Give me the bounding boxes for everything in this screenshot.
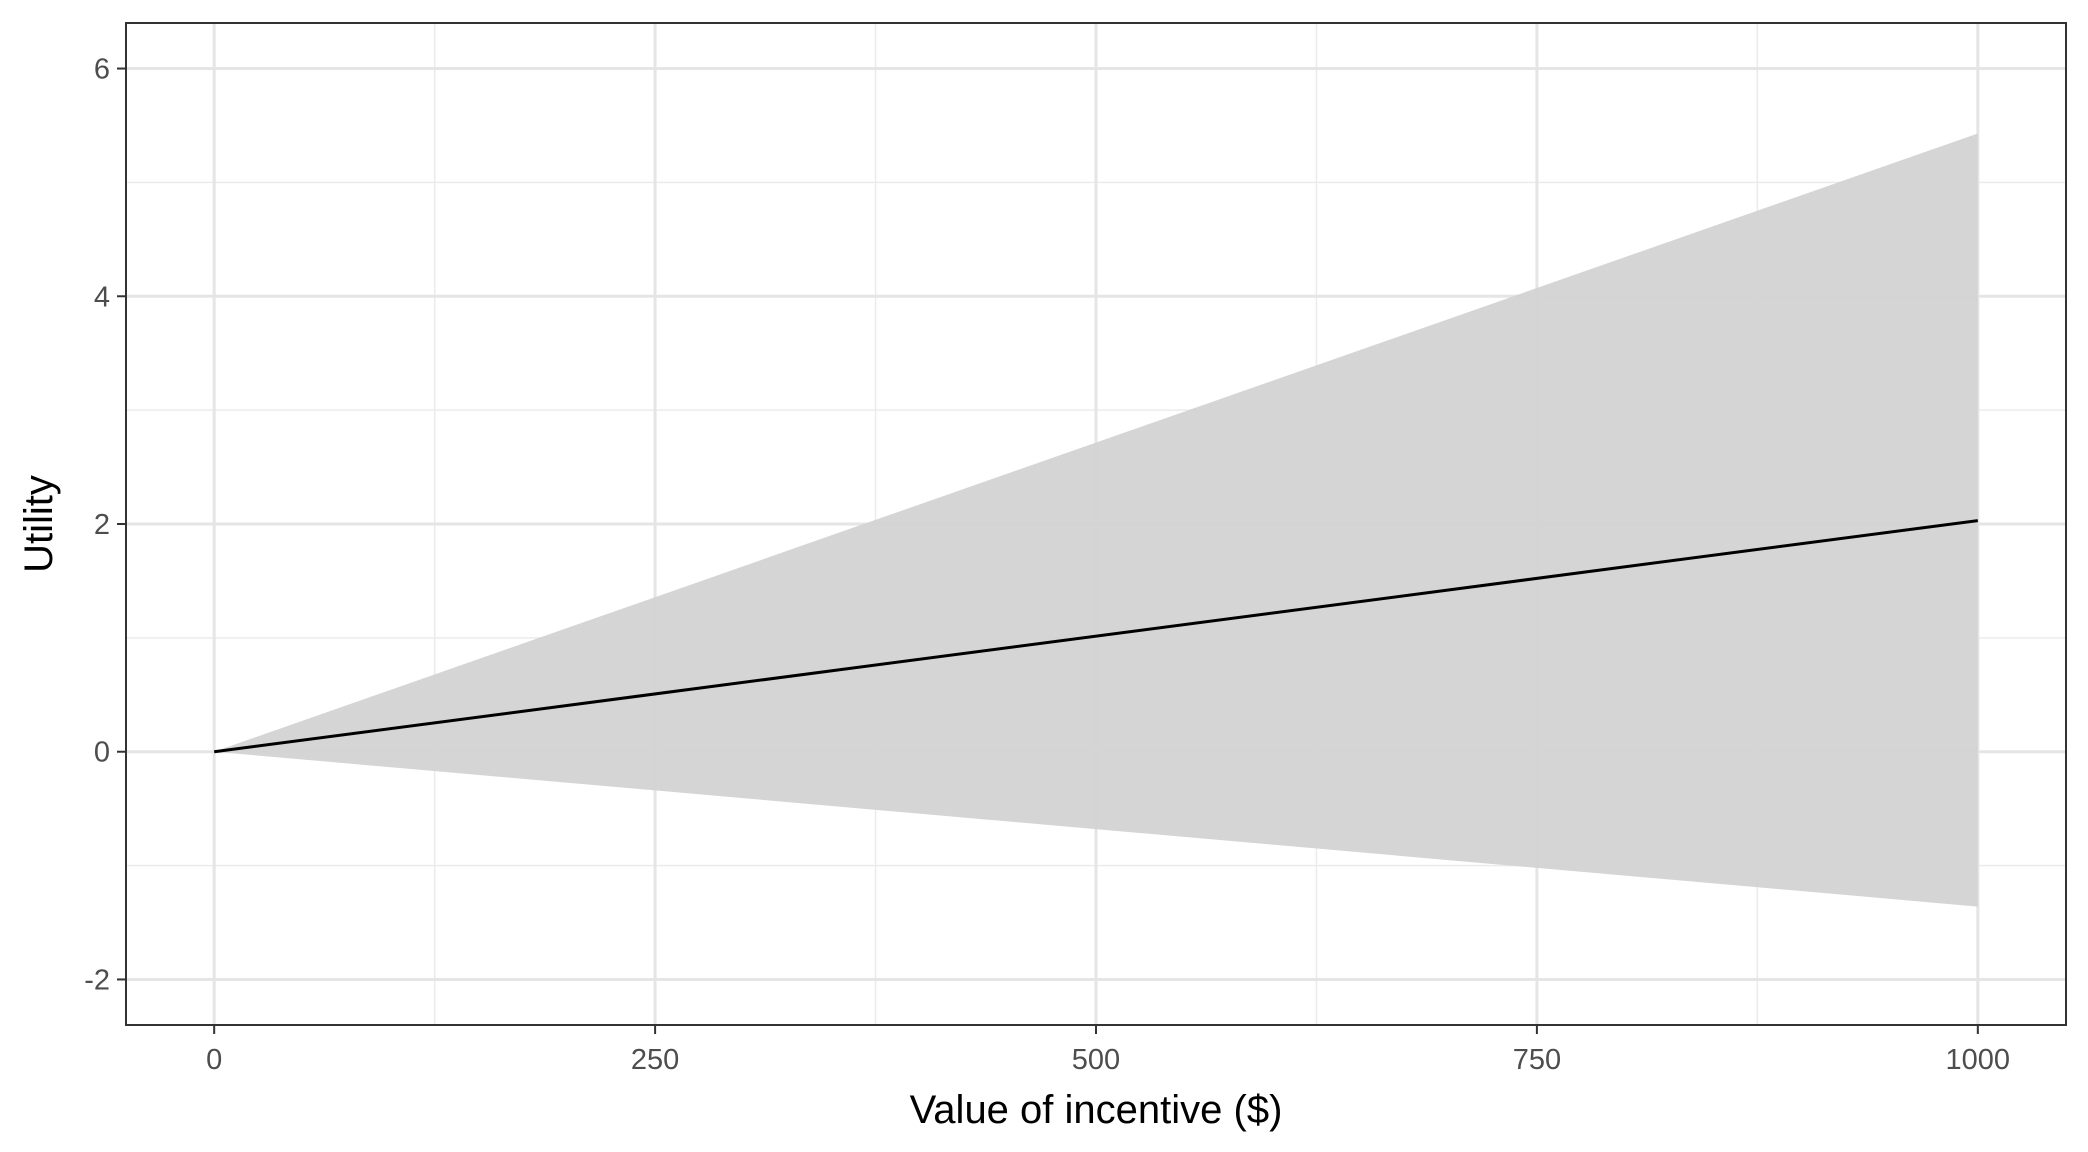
confidence-band-layer (214, 133, 1978, 907)
line-layer (213, 519, 1979, 754)
y-tick-label: 4 (94, 281, 110, 313)
utility-line (213, 519, 1979, 754)
x-axis-title: Value of incentive ($) (910, 1088, 1283, 1132)
y-tick-label: 0 (94, 737, 110, 769)
y-tick-label: 2 (94, 509, 110, 541)
confidence-band (214, 133, 1978, 907)
x-tick-label: 0 (206, 1044, 222, 1076)
y-axis: -2 0 2 4 6 (84, 54, 126, 996)
y-tick-label: 6 (94, 54, 110, 86)
x-tick-label: 250 (631, 1044, 679, 1076)
x-tick-label: 750 (1513, 1044, 1561, 1076)
x-axis: 0 250 500 750 1000 (206, 1025, 2010, 1076)
x-tick-label: 500 (1072, 1044, 1120, 1076)
y-tick-label: -2 (84, 964, 110, 996)
y-axis-title: Utility (17, 475, 61, 573)
x-tick-label: 1000 (1946, 1044, 2011, 1076)
